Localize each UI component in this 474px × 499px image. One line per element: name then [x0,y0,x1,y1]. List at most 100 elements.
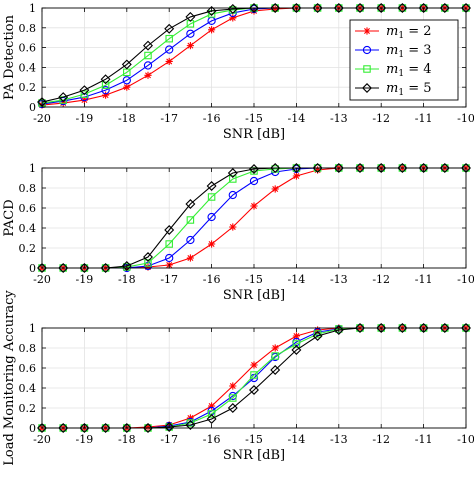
data-point [250,361,258,369]
data-point [227,403,238,413]
x-tick-label: -20 [33,273,51,286]
y-axis-label: PACD [2,199,17,236]
data-point [271,344,279,352]
data-point [312,331,323,341]
data-point [439,3,450,13]
y-tick-label: 0.6 [19,362,37,375]
x-tick-label: -18 [118,433,136,446]
legend-label: m1 = 2 [386,24,432,41]
data-point [250,202,258,210]
data-point [376,323,387,333]
y-tick-label: 0.8 [19,22,37,35]
data-point [100,74,111,85]
y-tick-label: 0.8 [19,342,37,355]
x-tick-label: -13 [330,112,348,125]
x-axis-label: SNR [dB] [223,127,285,142]
x-tick-label: -16 [203,112,221,125]
data-point [164,422,175,432]
x-axis-label: SNR [dB] [223,448,285,463]
data-point [186,42,194,50]
data-point [228,190,237,200]
legend-swatch-marker [363,27,371,35]
data-point [144,71,152,79]
data-point [355,3,365,13]
data-point [271,185,279,193]
legend-item-4: m1 = 5 [355,81,432,98]
y-tick-label: 0.6 [19,42,37,55]
data-point [229,394,237,402]
y-tick-label: 0.8 [19,182,37,195]
data-point [229,175,237,183]
x-tick-label: -15 [245,433,263,446]
chart-panel-3: -20 -19 -18 -17 -16 -15 -14 -13 -12 -11 -10 0 0.2 0.4… [2,290,474,466]
data-point [165,45,174,54]
data-point [206,181,217,191]
x-tick-label: -17 [160,112,178,125]
x-tick-label: -20 [33,433,51,446]
data-point [100,263,111,273]
x-tick-label: -10 [457,433,474,446]
x-tick-label: -16 [203,433,221,446]
data-point [207,410,216,418]
data-point [144,423,152,431]
data-point [418,3,429,13]
x-tick-label: -12 [372,433,390,446]
x-tick-label: -12 [372,273,390,286]
data-point [186,254,194,262]
x-tick-label: -16 [203,273,221,286]
data-point [439,323,450,333]
data-point [292,172,300,180]
data-point [208,26,216,34]
data-point [250,371,258,379]
x-tick-label: -11 [415,273,433,286]
data-point [270,3,281,13]
data-point [206,414,217,424]
data-point [229,382,237,390]
y-tick-label: 0.4 [19,382,37,395]
data-point [229,14,237,22]
data-point [143,40,153,51]
data-point [165,57,173,66]
data-point [37,423,47,433]
data-point [418,323,429,333]
y-tick-label: 0.4 [19,222,37,235]
data-point [165,253,174,263]
data-point [270,163,281,173]
data-point [291,345,302,355]
data-point [80,90,89,98]
data-point [249,385,259,395]
data-point [186,216,195,224]
x-tick-label: -15 [245,273,263,286]
data-point [37,263,47,273]
data-point [208,402,216,410]
y-tick-label: 0 [29,262,36,275]
data-point [333,163,344,173]
x-tick-label: -15 [245,112,263,125]
x-tick-label: -18 [118,273,136,286]
data-point [291,3,302,13]
legend-label: m1 = 4 [386,62,432,79]
x-tick-label: -18 [118,112,136,125]
data-point [144,263,152,271]
data-point [164,23,175,34]
data-point [397,3,408,13]
data-point [121,261,132,271]
y-tick-label: 0 [29,101,36,114]
legend-swatch-marker [362,45,372,55]
x-tick-label: -13 [330,273,348,286]
data-point [122,76,131,85]
data-point [229,223,237,231]
y-tick-label: 0.4 [19,61,37,74]
x-tick-label: -20 [33,112,51,125]
y-tick-label: 1 [29,322,36,335]
data-point [58,423,69,433]
data-point [123,83,131,91]
x-tick-label: -11 [415,433,433,446]
legend-box [349,19,459,101]
data-point [186,235,195,245]
legend-item-3: m1 = 4 [355,62,432,79]
y-axis-label: PA Detection [2,14,17,100]
data-point [79,423,90,433]
legend-swatch-marker [363,65,371,73]
